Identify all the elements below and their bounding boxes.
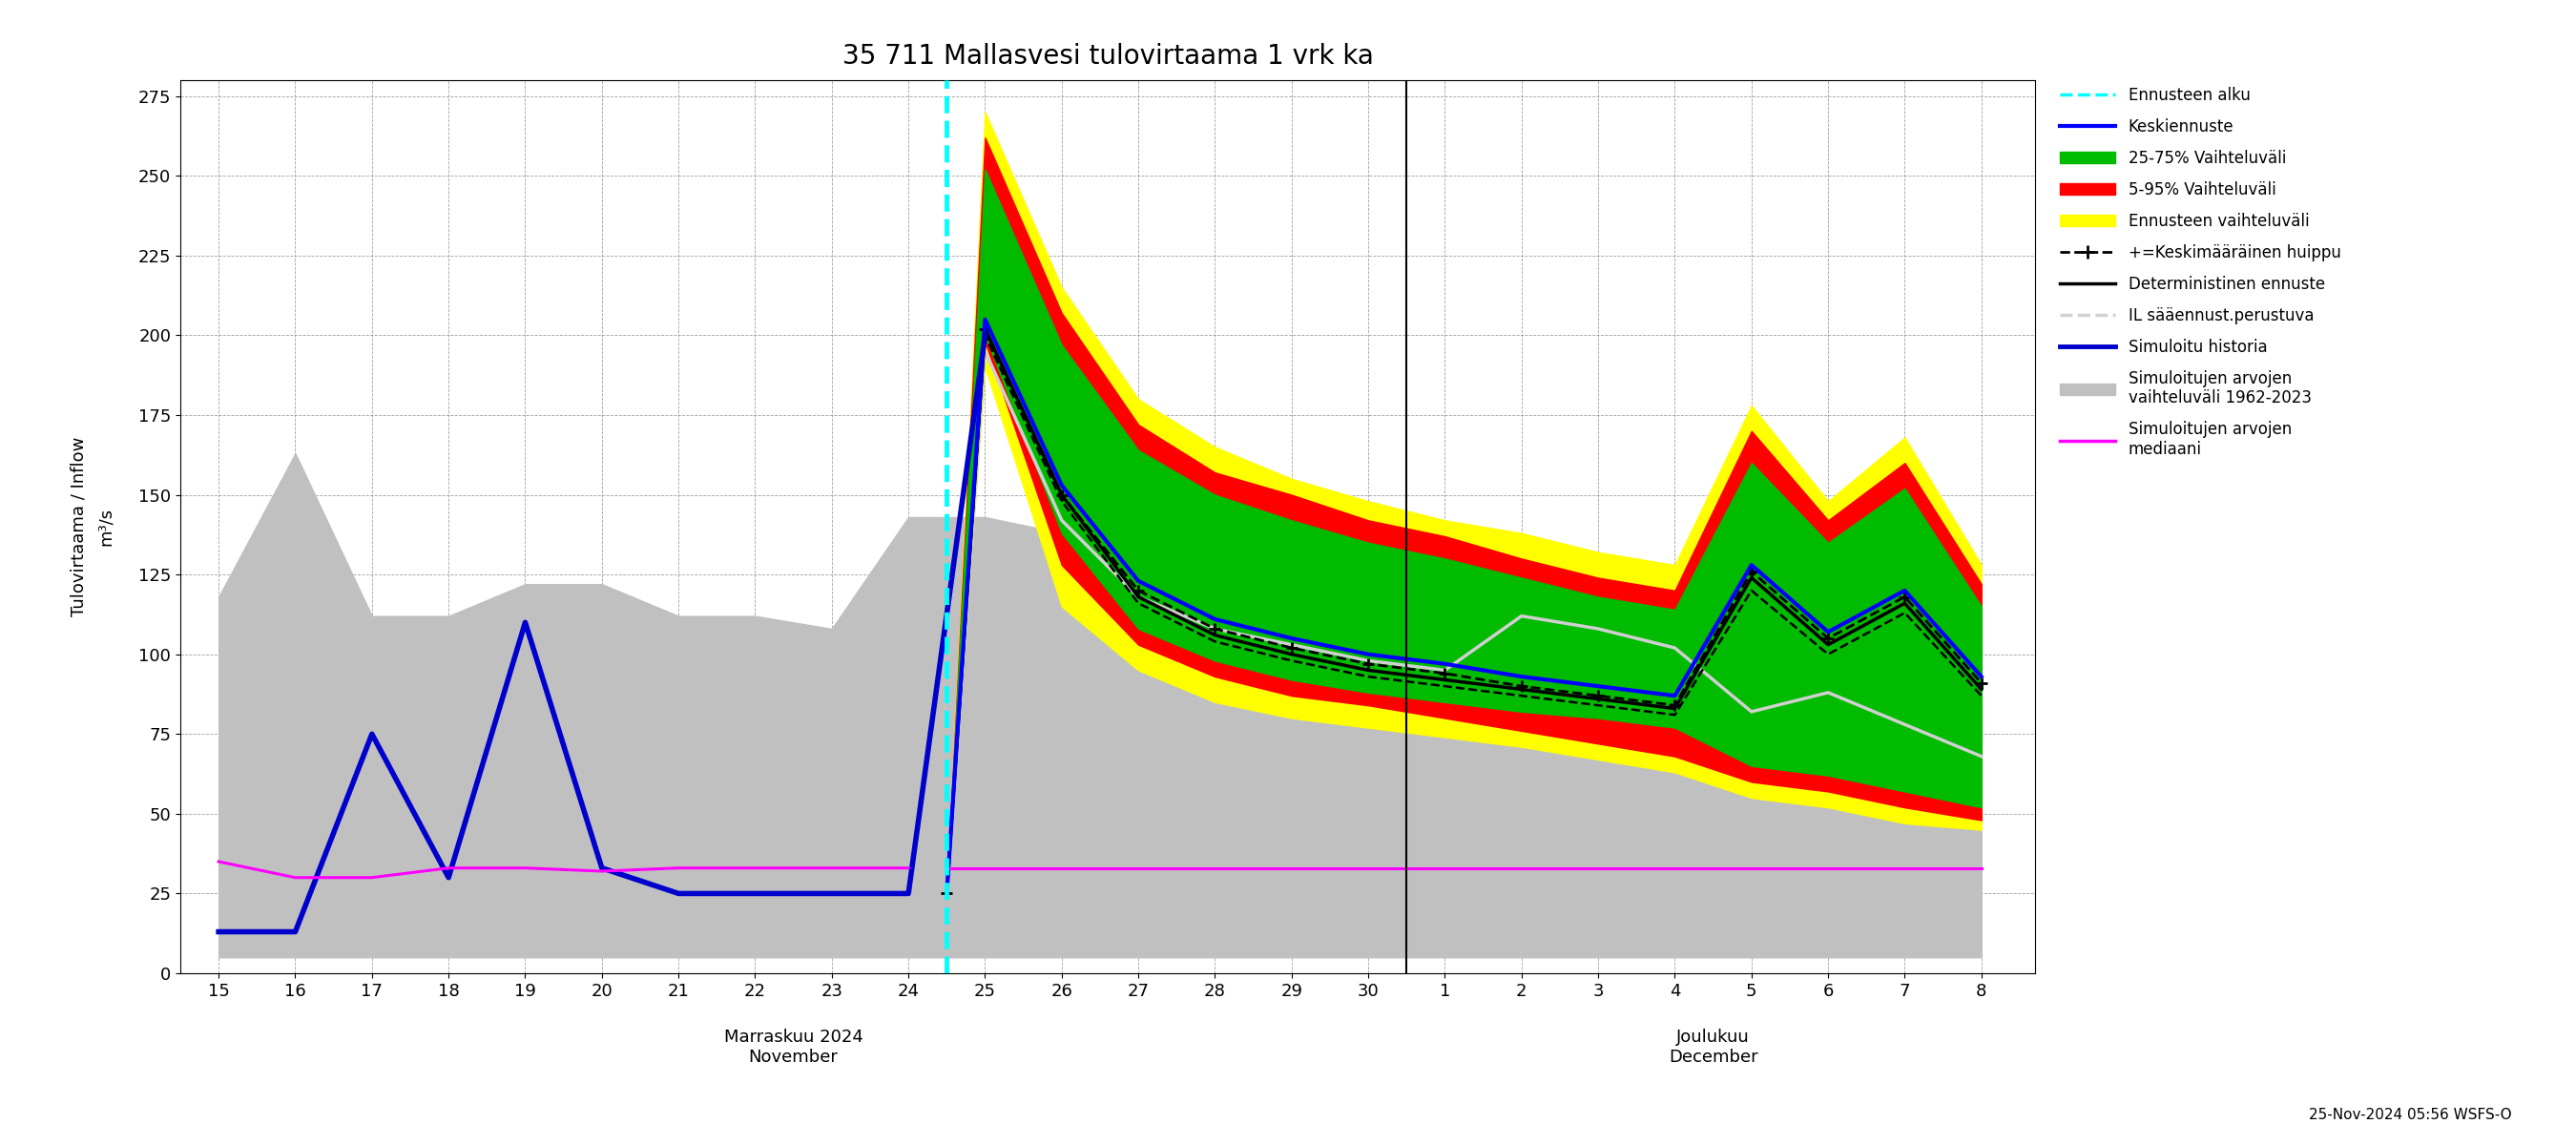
- Text: Marraskuu 2024
November: Marraskuu 2024 November: [724, 1029, 863, 1066]
- Title: 35 711 Mallasvesi tulovirtaama 1 vrk ka: 35 711 Mallasvesi tulovirtaama 1 vrk ka: [842, 44, 1373, 70]
- Text: m³/s: m³/s: [98, 507, 116, 546]
- Text: Joulukuu
December: Joulukuu December: [1669, 1029, 1757, 1066]
- Text: Tulovirtaama / Inflow: Tulovirtaama / Inflow: [70, 437, 88, 616]
- Legend: Ennusteen alku, Keskiennuste, 25-75% Vaihteluväli, 5-95% Vaihteluväli, Ennusteen: Ennusteen alku, Keskiennuste, 25-75% Vai…: [2053, 80, 2347, 465]
- Text: 25-Nov-2024 05:56 WSFS-O: 25-Nov-2024 05:56 WSFS-O: [2308, 1108, 2512, 1122]
